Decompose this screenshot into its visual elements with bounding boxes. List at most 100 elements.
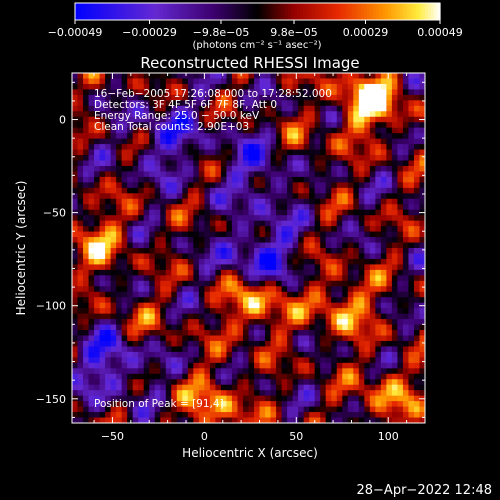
heatmap-cell	[298, 209, 305, 216]
heatmap-cell	[72, 182, 78, 189]
heatmap-cell	[209, 165, 216, 172]
heatmap-cell	[309, 144, 316, 150]
heatmap-cell	[375, 286, 382, 293]
heatmap-cell	[298, 165, 305, 172]
heatmap-cell	[143, 187, 150, 194]
heatmap-cell	[331, 384, 338, 391]
colorbar-band	[211, 3, 216, 20]
heatmap-cell	[116, 78, 123, 85]
heatmap-cell	[99, 280, 106, 287]
heatmap-cell	[259, 193, 266, 200]
heatmap-cell	[380, 149, 387, 156]
heatmap-cell	[419, 237, 426, 243]
heatmap-cell	[402, 319, 409, 325]
heatmap-cell	[375, 401, 382, 407]
heatmap-cell	[215, 346, 222, 353]
heatmap-cell	[287, 319, 294, 325]
heatmap-cell	[72, 122, 78, 129]
heatmap-cell	[375, 127, 382, 134]
heatmap-cell	[237, 253, 244, 260]
heatmap-cell	[138, 280, 145, 287]
heatmap-cell	[88, 319, 95, 325]
heatmap-cell	[397, 133, 404, 140]
heatmap-cell	[143, 160, 150, 167]
heatmap-cell	[143, 302, 150, 309]
heatmap-cell	[325, 226, 332, 232]
heatmap-cell	[276, 105, 282, 112]
heatmap-cell	[265, 78, 271, 85]
heatmap-cell	[353, 253, 360, 260]
heatmap-cell	[110, 215, 117, 222]
heatmap-cell	[364, 78, 371, 85]
colorbar-band	[120, 3, 125, 20]
heatmap-cell	[259, 308, 266, 315]
heatmap-cell	[314, 209, 321, 216]
heatmap-cell	[176, 209, 183, 216]
heatmap-cell	[138, 242, 145, 249]
heatmap-cell	[160, 187, 167, 194]
heatmap-cell	[187, 116, 194, 123]
heatmap-cell	[276, 330, 282, 336]
heatmap-cell	[99, 297, 106, 304]
heatmap-cell	[72, 94, 78, 101]
heatmap-cell	[149, 330, 156, 336]
heatmap-cell	[402, 258, 409, 265]
heatmap-cell	[259, 275, 266, 282]
colorbar-band	[257, 3, 262, 20]
heatmap-cell	[198, 165, 205, 172]
colorbar-band	[160, 3, 164, 20]
heatmap-cell	[160, 395, 167, 402]
heatmap-cell	[88, 269, 95, 276]
colorbar-band	[294, 3, 298, 20]
heatmap-cell	[331, 73, 338, 79]
heatmap-cell	[121, 412, 128, 418]
heatmap-cell	[259, 83, 266, 90]
heatmap-cell	[254, 324, 260, 331]
y-tick-label: 0	[59, 114, 66, 127]
heatmap-cell	[121, 308, 128, 315]
heatmap-cell	[358, 253, 365, 260]
heatmap-cell	[391, 357, 398, 364]
heatmap-cell	[83, 73, 89, 79]
heatmap-cell	[165, 176, 172, 183]
heatmap-cell	[276, 319, 282, 325]
heatmap-cell	[320, 226, 327, 232]
heatmap-cell	[209, 269, 216, 276]
heatmap-cell	[276, 313, 282, 320]
heatmap-cell	[94, 242, 100, 249]
heatmap-cell	[380, 100, 387, 107]
heatmap-cell	[270, 242, 277, 249]
heatmap-cell	[149, 313, 156, 320]
heatmap-cell	[375, 248, 382, 254]
heatmap-cell	[331, 346, 338, 353]
heatmap-cell	[138, 297, 145, 304]
heatmap-cell	[226, 362, 233, 369]
heatmap-cell	[314, 269, 321, 276]
heatmap-cell	[402, 330, 409, 336]
heatmap-cell	[314, 73, 321, 79]
heatmap-cell	[248, 111, 255, 118]
heatmap-cell	[226, 105, 233, 112]
heatmap-cell	[276, 160, 282, 167]
heatmap-cell	[380, 111, 387, 118]
heatmap-cell	[160, 368, 167, 375]
heatmap-cell	[143, 105, 150, 112]
heatmap-cell	[83, 133, 89, 140]
heatmap-cell	[413, 138, 420, 145]
heatmap-cell	[364, 209, 371, 216]
heatmap-cell	[270, 302, 277, 309]
heatmap-cell	[242, 171, 249, 178]
heatmap-cell	[242, 308, 249, 315]
heatmap-cell	[193, 264, 200, 271]
heatmap-cell	[402, 384, 409, 391]
heatmap-cell	[77, 122, 84, 129]
heatmap-cell	[419, 204, 426, 211]
heatmap-cell	[88, 258, 95, 265]
heatmap-cell	[331, 291, 338, 298]
heatmap-cell	[336, 319, 343, 325]
heatmap-cell	[220, 269, 227, 276]
heatmap-cell	[380, 231, 387, 238]
heatmap-cell	[77, 94, 84, 101]
heatmap-cell	[88, 368, 95, 375]
heatmap-cell	[132, 291, 139, 298]
